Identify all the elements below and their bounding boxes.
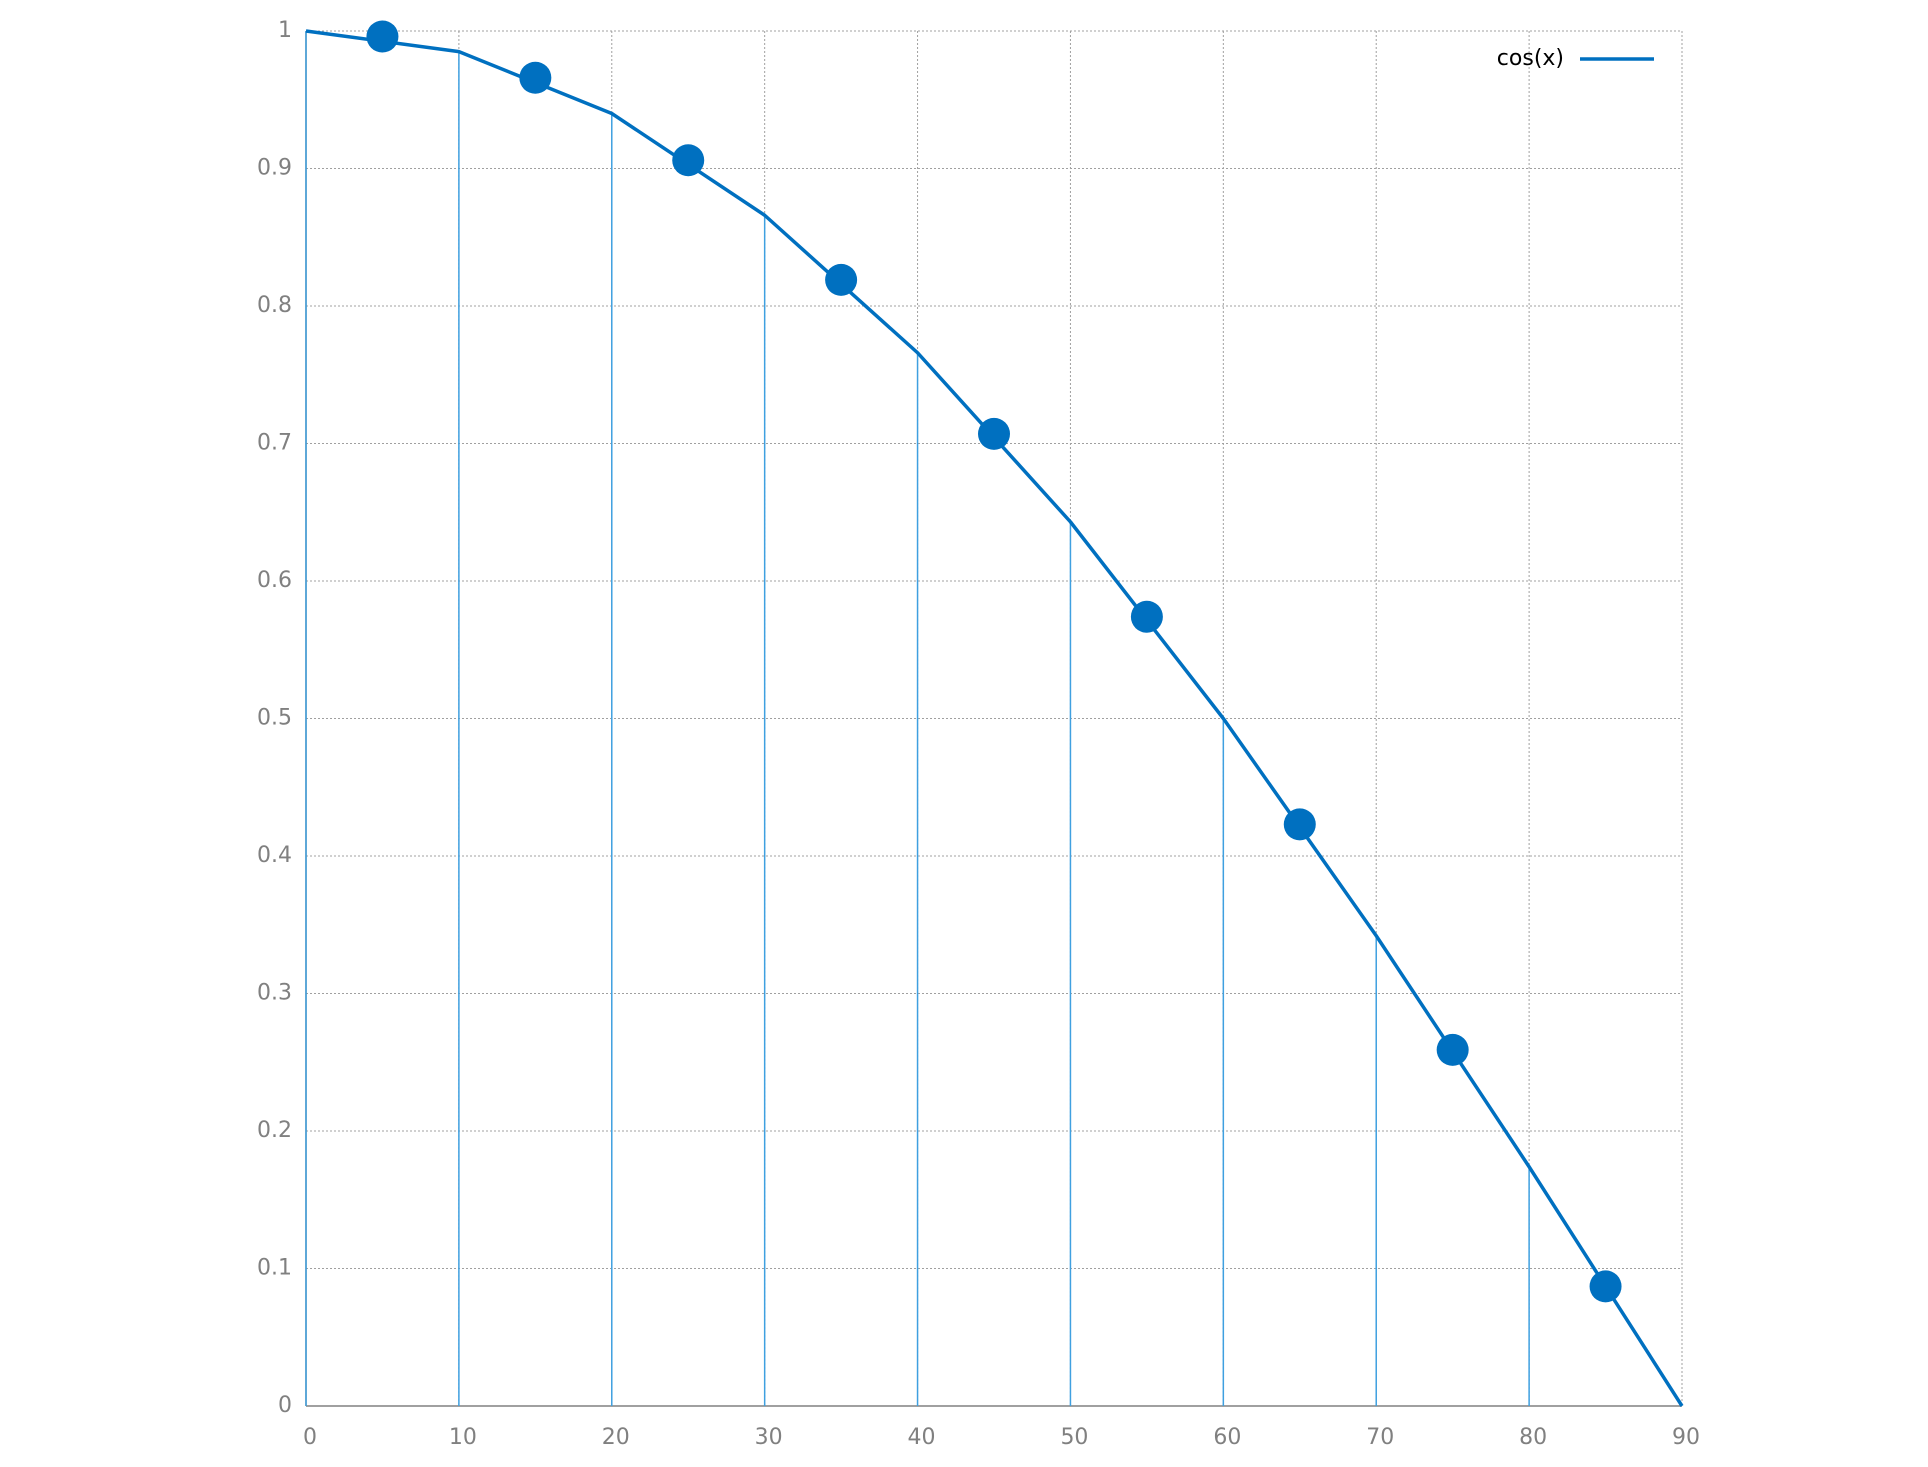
point [366, 20, 399, 53]
point [1589, 1270, 1622, 1303]
point [519, 61, 552, 94]
x-tick-label: 20 [602, 1425, 630, 1450]
x-tick-label: 90 [1672, 1425, 1700, 1450]
x-tick-label: 40 [908, 1425, 936, 1450]
y-tick-label: 0.3 [257, 981, 292, 1006]
y-tick-label: 0.7 [257, 431, 292, 456]
y-tick-label: 0 [278, 1393, 292, 1418]
y-tick-label: 0.4 [257, 843, 292, 868]
y-tick-label: 0.9 [257, 156, 292, 181]
x-tick-label: 10 [449, 1425, 477, 1450]
point [1283, 808, 1316, 841]
y-tick-label: 0.5 [257, 706, 292, 731]
y-tick-label: 0.8 [257, 293, 292, 318]
x-tick-label: 60 [1213, 1425, 1241, 1450]
x-tick-label: 70 [1366, 1425, 1394, 1450]
point [1436, 1033, 1469, 1066]
y-tick-label: 0.6 [257, 568, 292, 593]
x-tick-label: 0 [303, 1425, 317, 1450]
legend-label: cos(x) [1497, 46, 1564, 71]
point [825, 263, 858, 296]
x-tick-label: 80 [1519, 1425, 1547, 1450]
y-tick-label: 0.1 [257, 1256, 292, 1281]
x-tick-label: 30 [755, 1425, 783, 1450]
point [672, 144, 705, 177]
point [1130, 600, 1163, 633]
y-tick-label: 0.2 [257, 1118, 292, 1143]
y-tick-label: 1 [278, 18, 292, 43]
x-tick-label: 50 [1060, 1425, 1088, 1450]
point [978, 417, 1010, 450]
